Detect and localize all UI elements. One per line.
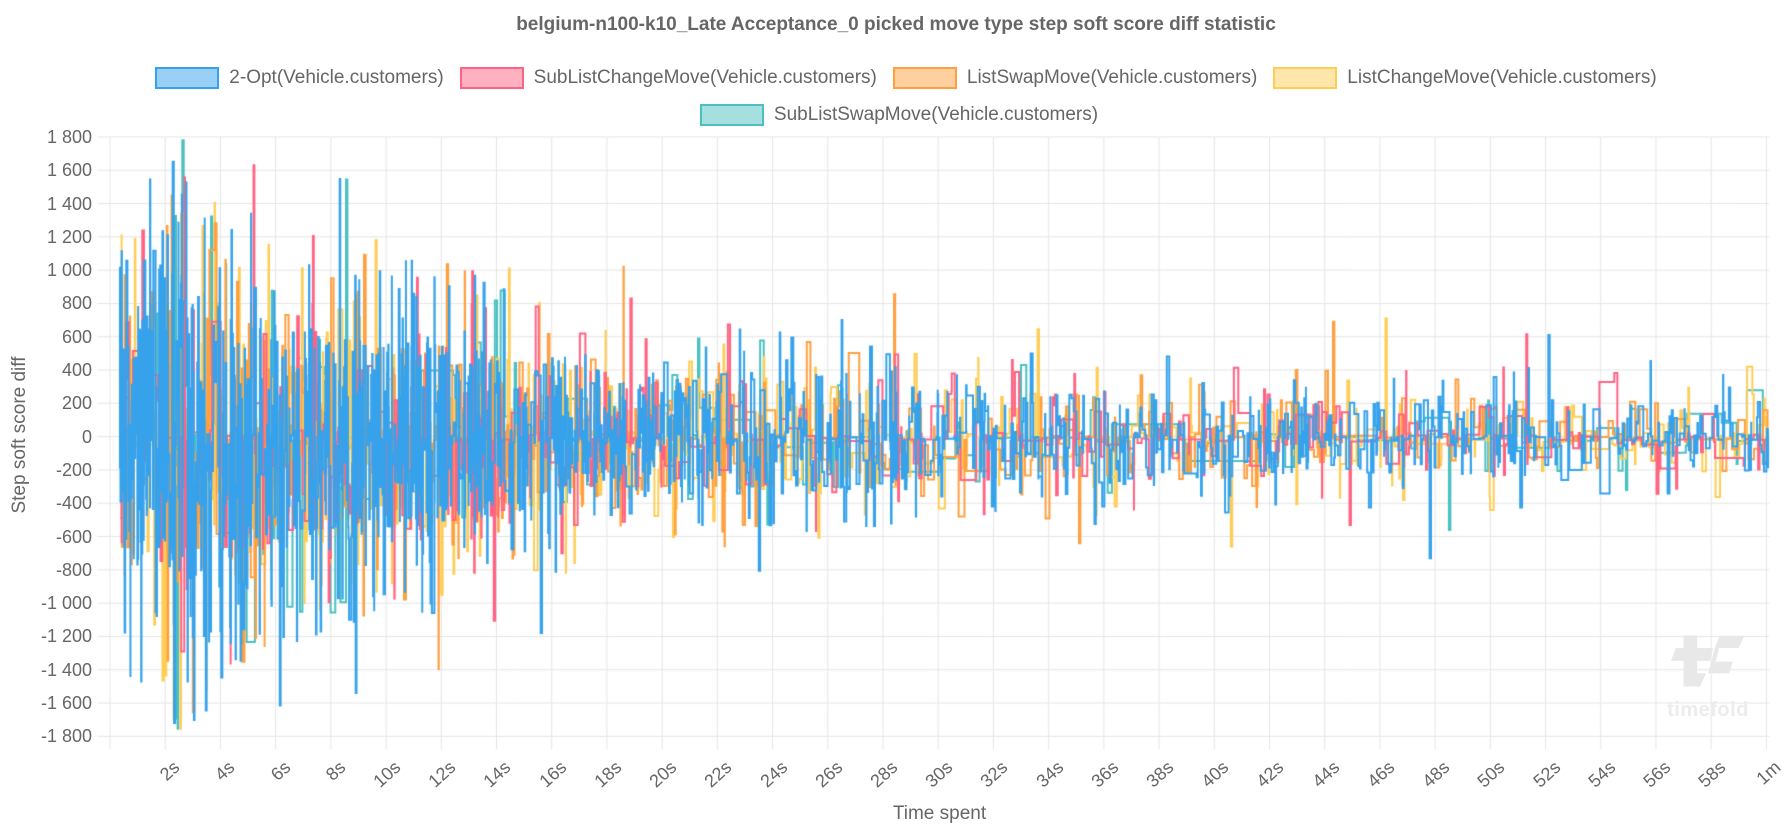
legend: 2-Opt(Vehicle.customers) SubListChangeMov…	[10, 67, 1792, 126]
y-tick-label: 800	[61, 293, 92, 314]
y-tick-label: 400	[61, 360, 92, 381]
legend-item-label: 2-Opt(Vehicle.customers)	[229, 67, 444, 88]
legend-row: 2-Opt(Vehicle.customers) SubListChangeMov…	[155, 67, 1657, 89]
legend-item[interactable]: SubListSwapMove(Vehicle.customers)	[699, 104, 1099, 126]
legend-item[interactable]: SubListChangeMove(Vehicle.customers)	[459, 67, 877, 89]
y-tick-label: 0	[81, 426, 92, 447]
y-tick-label: 1 200	[46, 226, 92, 247]
y-tick-label: -1 600	[40, 693, 92, 714]
y-tick-label: 200	[61, 393, 92, 414]
legend-row: SubListSwapMove(Vehicle.customers)	[699, 104, 1099, 126]
y-tick-label: 1 600	[46, 160, 92, 181]
watermark-text: timefold	[1667, 699, 1749, 721]
legend-item-label: ListChangeMove(Vehicle.customers)	[1347, 67, 1657, 88]
legend-swatch	[699, 104, 764, 126]
y-tick-label: -1 800	[40, 726, 92, 747]
y-tick-label: -600	[55, 526, 92, 547]
legend-item-label: SubListChangeMove(Vehicle.customers)	[533, 67, 877, 88]
y-axis-title: Step soft score diff	[9, 356, 30, 514]
legend-item[interactable]: 2-Opt(Vehicle.customers)	[155, 67, 444, 89]
y-tick-label: -1 400	[40, 659, 92, 680]
legend-swatch	[1273, 67, 1338, 89]
y-tick-label: 600	[61, 326, 92, 347]
legend-item-label: ListSwapMove(Vehicle.customers)	[966, 67, 1258, 88]
y-tick-label: -800	[55, 559, 92, 580]
legend-swatch	[892, 67, 957, 89]
legend-item[interactable]: ListChangeMove(Vehicle.customers)	[1273, 67, 1657, 89]
legend-item[interactable]: ListSwapMove(Vehicle.customers)	[892, 67, 1258, 89]
legend-swatch	[155, 67, 220, 89]
y-tick-label: -1 200	[40, 626, 92, 647]
y-tick-label: 1 000	[46, 260, 92, 281]
y-tick-label: 1 400	[46, 193, 92, 214]
chart-title: belgium-n100-k10_Late Acceptance_0 picke…	[516, 14, 1276, 35]
y-tick-label: -400	[55, 493, 92, 514]
y-tick-label: -1 000	[40, 593, 92, 614]
x-axis-title: Time spent	[892, 803, 987, 824]
y-tick-label: -200	[55, 459, 92, 480]
watermark: timefold	[1664, 630, 1752, 722]
legend-item-label: SubListSwapMove(Vehicle.customers)	[773, 104, 1099, 125]
timefold-logo-icon	[1670, 635, 1745, 687]
legend-swatch	[459, 67, 524, 89]
y-tick-label: 1 800	[46, 126, 92, 147]
